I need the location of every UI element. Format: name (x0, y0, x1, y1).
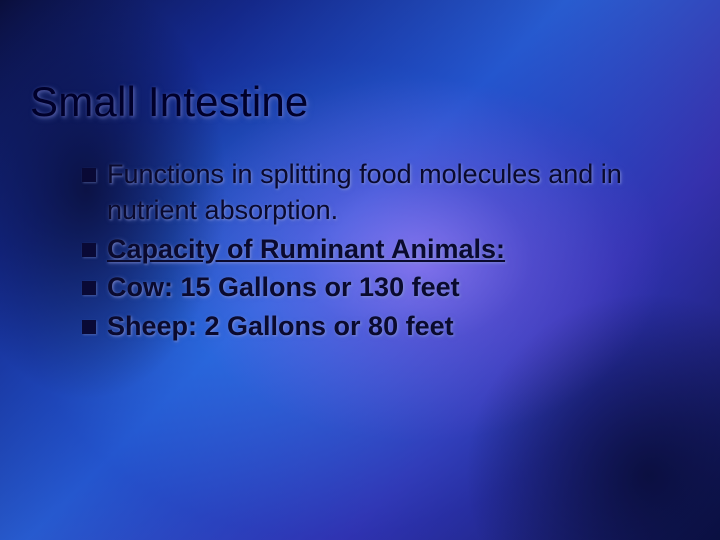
bullet-list: Functions in splitting food molecules an… (30, 156, 690, 344)
bullet-item: Capacity of Ruminant Animals: (82, 231, 640, 267)
square-bullet-icon (82, 320, 96, 334)
bullet-text: Sheep: 2 Gallons or 80 feet (107, 308, 640, 344)
square-bullet-icon (82, 281, 96, 295)
slide-title: Small Intestine (30, 78, 690, 126)
bullet-item: Cow: 15 Gallons or 130 feet (82, 269, 640, 305)
bullet-item: Functions in splitting food molecules an… (82, 156, 640, 229)
square-bullet-icon (82, 243, 96, 257)
bullet-text: Cow: 15 Gallons or 130 feet (107, 269, 640, 305)
bullet-item: Sheep: 2 Gallons or 80 feet (82, 308, 640, 344)
square-bullet-icon (82, 168, 96, 182)
slide: Small Intestine Functions in splitting f… (0, 0, 720, 540)
bullet-text: Functions in splitting food molecules an… (107, 156, 640, 229)
bullet-text: Capacity of Ruminant Animals: (107, 231, 640, 267)
